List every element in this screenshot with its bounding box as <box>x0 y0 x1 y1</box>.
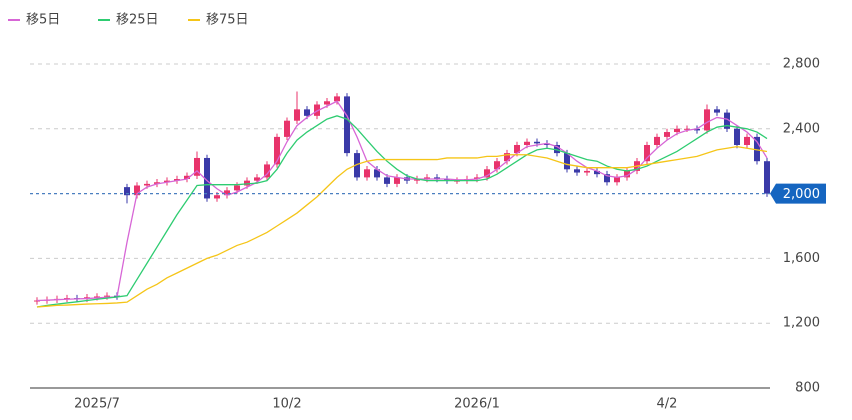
candle-body <box>134 185 140 196</box>
candle-body <box>164 180 170 183</box>
candle-body <box>444 179 450 181</box>
candle-body <box>394 177 400 184</box>
candle-body <box>624 170 630 178</box>
legend-label: 移5日 <box>26 13 60 28</box>
candle-body <box>154 182 160 184</box>
candle-body <box>264 164 270 178</box>
candle-body <box>304 109 310 116</box>
candle-body <box>194 157 200 176</box>
candle-body <box>384 177 390 184</box>
candle-body <box>554 145 560 154</box>
candle-body <box>594 170 600 175</box>
candle-body <box>94 296 100 298</box>
legend-label: 移25日 <box>116 13 159 28</box>
candle-body <box>254 177 260 181</box>
y-tick-label: 800 <box>795 381 820 396</box>
candle-body <box>344 96 350 154</box>
candle-body <box>714 109 720 113</box>
candle-body <box>654 136 660 145</box>
candle-body <box>364 169 370 178</box>
x-tick-label: 2026/1 <box>454 397 500 412</box>
candle-body <box>224 190 230 196</box>
y-tick-label: 2,400 <box>783 121 820 136</box>
candle-body <box>214 195 220 199</box>
candle-body <box>744 136 750 145</box>
candle-body <box>104 295 110 297</box>
current-price-label: 2,000 <box>783 187 820 202</box>
candle-body <box>724 112 730 129</box>
candle-body <box>614 177 620 183</box>
candle-body <box>324 101 330 105</box>
candle-body <box>494 161 500 170</box>
candle-body <box>284 120 290 137</box>
candle-body <box>734 128 740 145</box>
candle-body <box>524 141 530 145</box>
candle-body <box>754 136 760 162</box>
candle-body <box>124 187 130 196</box>
candle-body <box>674 128 680 133</box>
candle-body <box>204 157 210 199</box>
candle-body <box>534 141 540 144</box>
candle-body <box>354 153 360 178</box>
candle-body <box>504 153 510 162</box>
candle-body <box>174 179 180 181</box>
candle-body <box>704 109 710 131</box>
legend-label: 移75日 <box>206 13 249 28</box>
candle-body <box>544 143 550 145</box>
candle-body <box>274 136 280 165</box>
candle-body <box>424 177 430 180</box>
candle-body <box>564 153 570 170</box>
candle-body <box>244 180 250 186</box>
y-tick-label: 1,600 <box>783 251 820 266</box>
candle-body <box>294 109 300 121</box>
candle-body <box>474 177 480 180</box>
candle-body <box>414 179 420 181</box>
candle-body <box>664 132 670 137</box>
x-tick-label: 2025/7 <box>74 397 120 412</box>
ma-line <box>36 115 768 308</box>
candle-body <box>334 96 340 102</box>
current-price-badge <box>770 183 826 204</box>
candle-body <box>574 169 580 173</box>
candle-body <box>694 128 700 131</box>
x-tick-label: 4/2 <box>657 397 678 412</box>
candle-body <box>604 174 610 183</box>
candle-body <box>34 300 40 302</box>
candle-body <box>644 145 650 162</box>
candle-body <box>484 169 490 178</box>
x-tick-label: 10/2 <box>272 397 301 412</box>
ma-line <box>36 100 768 302</box>
y-tick-label: 1,200 <box>783 316 820 331</box>
candle-body <box>184 175 190 180</box>
candle-body <box>374 169 380 178</box>
y-tick-label: 2,800 <box>783 57 820 72</box>
candle-body <box>434 177 440 180</box>
candle-body <box>514 145 520 154</box>
candle-body <box>764 161 770 194</box>
candle-body <box>584 170 590 173</box>
candle-body <box>314 104 320 116</box>
ma-line <box>36 145 768 308</box>
candle-body <box>684 128 690 130</box>
candle-body <box>234 185 240 191</box>
candle-body <box>144 183 150 186</box>
